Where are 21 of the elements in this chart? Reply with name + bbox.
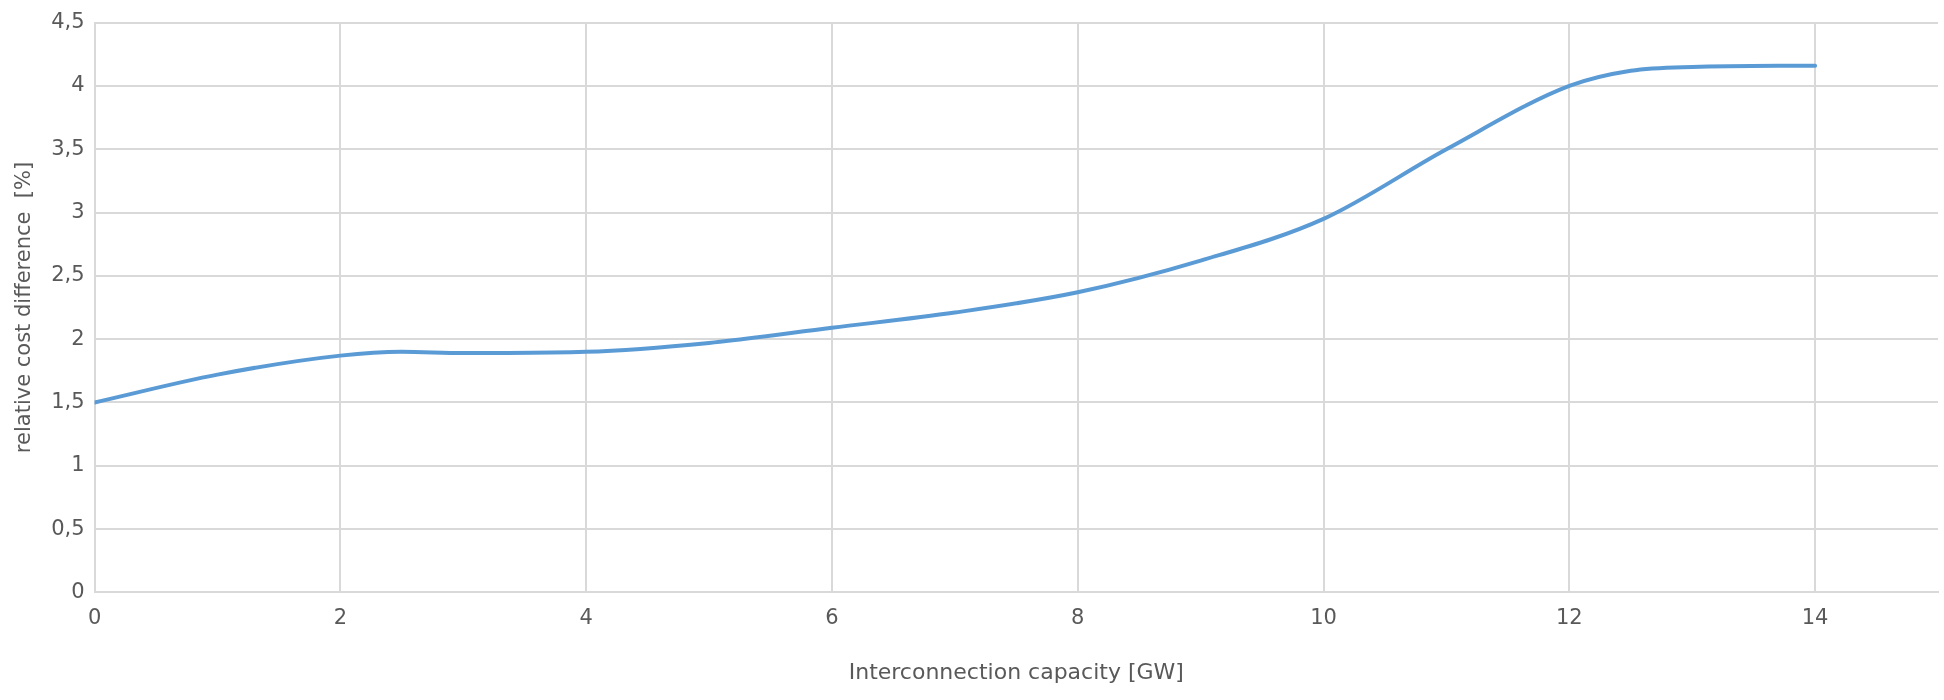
x-tick-label: 10 [1310, 605, 1337, 630]
x-axis-title: Interconnection capacity [GW] [848, 658, 1184, 684]
y-tick-label: 0,5 [51, 515, 85, 540]
x-tick-label: 2 [333, 605, 348, 630]
y-tick-label: 2 [71, 325, 85, 350]
x-tick-label: 6 [825, 605, 839, 630]
y-tick-label: 4 [71, 72, 85, 97]
x-tick-label: 8 [1071, 605, 1085, 630]
y-tick-label: 0 [71, 578, 85, 603]
x-tick-label: 12 [1555, 605, 1583, 630]
x-tick-label: 0 [87, 605, 102, 630]
x-tick-label: 4 [579, 605, 593, 630]
y-axis-title: relative cost difference [%] [11, 161, 36, 454]
x-tick-label: 14 [1801, 605, 1829, 630]
y-tick-label: 4,5 [51, 9, 85, 34]
y-tick-label: 2,5 [51, 262, 85, 287]
y-tick-label: 1,5 [51, 388, 85, 413]
y-tick-label: 3,5 [51, 135, 85, 160]
y-tick-label: 1 [71, 452, 85, 477]
y-tick-label: 3 [71, 198, 85, 223]
line-series [94, 63, 1818, 405]
